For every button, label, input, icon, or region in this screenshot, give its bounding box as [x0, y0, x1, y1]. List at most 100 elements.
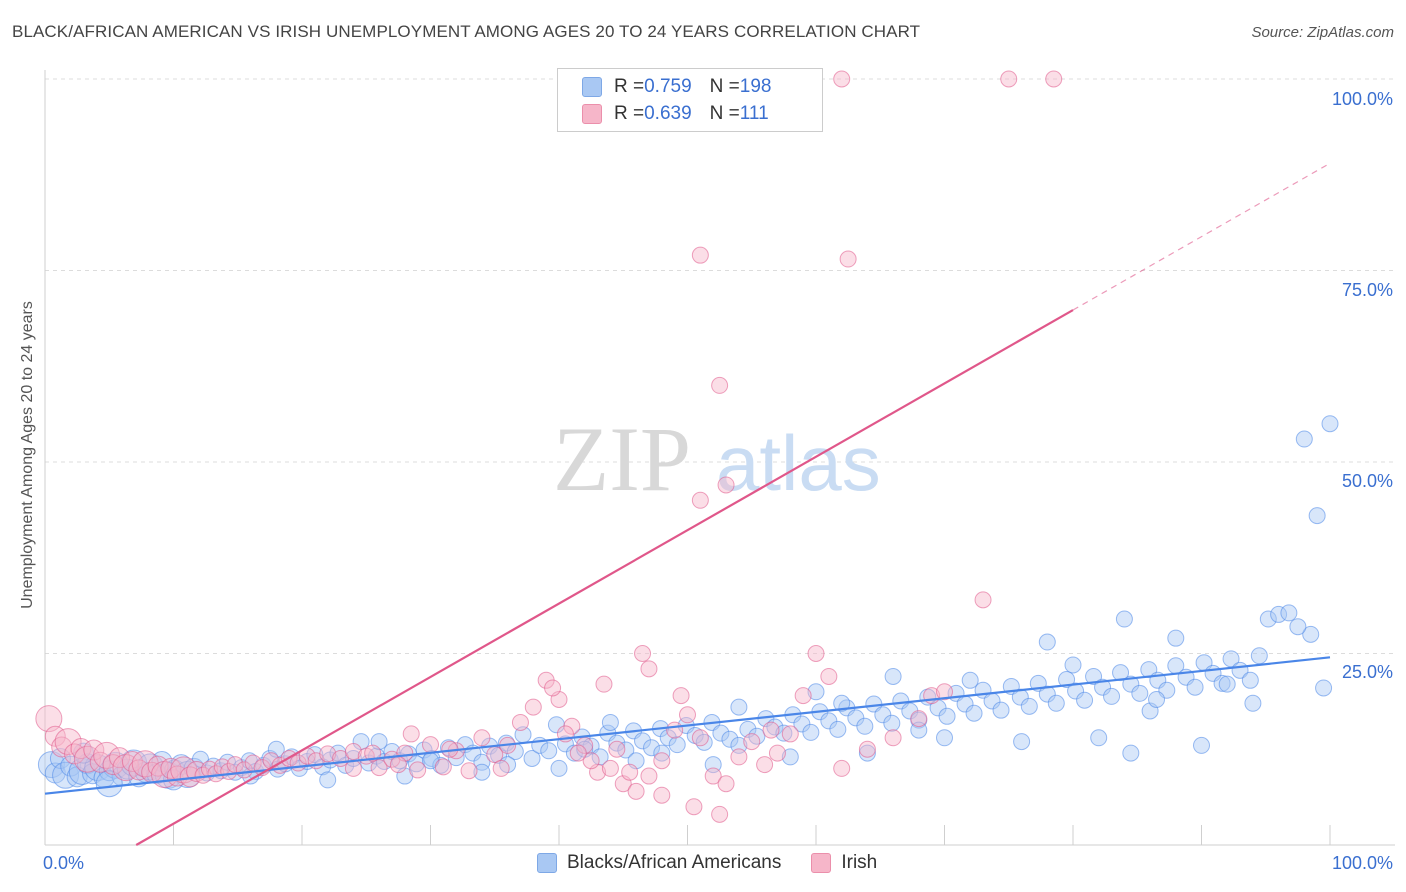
blacks-trend-line — [44, 656, 1331, 795]
irish-point — [672, 687, 690, 705]
blacks-point — [608, 734, 626, 752]
irish-point — [569, 744, 587, 762]
blacks-point — [1090, 729, 1108, 747]
irish-point — [35, 705, 63, 733]
blacks-point — [936, 729, 953, 747]
irish-point — [794, 687, 812, 705]
blacks-point — [1167, 629, 1185, 647]
irish-point — [109, 747, 131, 769]
legend-item-irish[interactable]: Irish — [811, 852, 877, 874]
blacks-point — [1280, 604, 1298, 622]
blacks-point — [37, 751, 65, 779]
blacks-point — [473, 763, 491, 781]
irish-point — [344, 743, 362, 761]
irish-point — [756, 756, 774, 774]
irish-point — [511, 713, 529, 731]
blacks-point — [643, 739, 661, 757]
tick-labels: 25.0% 50.0% 75.0% 100.0% 0.0% 100.0% — [43, 89, 1393, 873]
blacks-point — [807, 683, 825, 701]
blacks-point — [1013, 733, 1031, 751]
irish-point — [691, 729, 709, 747]
irish-point — [685, 798, 703, 816]
irish-point — [704, 767, 722, 785]
irish-point — [666, 721, 684, 739]
trend-lines — [44, 162, 1331, 846]
irish-point — [621, 763, 639, 781]
irish-point — [768, 744, 786, 762]
legend-n-value: 111 — [739, 103, 769, 124]
blacks-point — [1038, 633, 1056, 651]
irish-point — [884, 729, 902, 747]
legend-swatch-pink — [582, 104, 602, 124]
irish-point — [717, 775, 735, 793]
blacks-point — [1148, 690, 1166, 708]
blacks-point — [52, 761, 80, 789]
legend-n-label: N = — [709, 76, 740, 97]
blacks-point — [1058, 671, 1076, 689]
irish-point — [762, 721, 780, 739]
blacks-point — [1241, 671, 1259, 689]
irish-point — [473, 729, 491, 747]
irish-point — [434, 758, 452, 776]
axes — [44, 70, 1395, 846]
y-tick-label: 25.0% — [1342, 662, 1393, 682]
irish-point — [807, 645, 825, 662]
blacks-point — [1321, 415, 1339, 433]
blacks-point — [781, 748, 799, 766]
irish-point — [364, 744, 382, 762]
legend-r-label: R = — [614, 103, 645, 124]
blacks-point — [319, 771, 337, 789]
blacks-point — [1186, 678, 1204, 696]
blacks-point — [1213, 674, 1231, 692]
blacks-point — [1067, 682, 1085, 700]
x-tick-label: 0.0% — [43, 853, 84, 873]
irish-point — [608, 740, 626, 758]
blacks-point — [95, 770, 123, 798]
legend-n-value: 198 — [739, 76, 772, 97]
y-tick-label: 100.0% — [1332, 89, 1393, 109]
irish-point — [409, 761, 427, 779]
blacks-point — [961, 671, 979, 689]
legend-r-value: 0.639 — [644, 103, 692, 124]
irish-point — [51, 736, 73, 758]
blacks-point — [858, 744, 876, 762]
irish-point — [974, 591, 992, 609]
irish-point — [936, 683, 953, 701]
legend-swatch-pink — [811, 853, 832, 873]
irish-point — [640, 660, 658, 678]
blacks-point — [617, 741, 635, 759]
blacks-point — [1250, 647, 1268, 665]
blacks-point — [1302, 625, 1320, 643]
blacks-point — [407, 755, 425, 773]
source-label: Source: ZipAtlas.com — [1251, 24, 1394, 41]
grid-lines — [45, 78, 1395, 654]
irish-point — [691, 491, 709, 509]
irish-point — [833, 759, 851, 777]
irish-point — [319, 745, 337, 763]
blacks-point — [1047, 694, 1065, 712]
blacks-point — [1122, 744, 1140, 762]
blacks-point — [1193, 736, 1210, 754]
correlation-legend: R = 0.759 N = 198 R = 0.639 N = 111 — [557, 68, 823, 132]
blacks-point — [883, 714, 901, 732]
blacks-point — [49, 747, 71, 769]
irish-point — [730, 748, 748, 766]
irish-point — [460, 762, 478, 780]
blacks-point — [540, 742, 558, 760]
legend-r-value: 0.759 — [644, 76, 692, 97]
blacks-point — [1020, 697, 1038, 715]
irish-point — [640, 767, 658, 785]
blacks-point — [856, 717, 874, 735]
irish-point — [544, 679, 562, 697]
y-tick-label: 50.0% — [1342, 471, 1393, 491]
irish-point — [422, 736, 439, 754]
legend-item-blacks[interactable]: Blacks/African Americans — [537, 852, 781, 874]
blacks-point — [550, 759, 568, 777]
blacks-point — [938, 707, 956, 725]
legend-row-blacks: R = 0.759 N = 198 — [582, 73, 771, 101]
irish-point — [582, 752, 600, 770]
irish-point — [717, 476, 735, 494]
blacks-point — [1315, 679, 1333, 697]
legend-label-irish: Irish — [841, 852, 878, 873]
